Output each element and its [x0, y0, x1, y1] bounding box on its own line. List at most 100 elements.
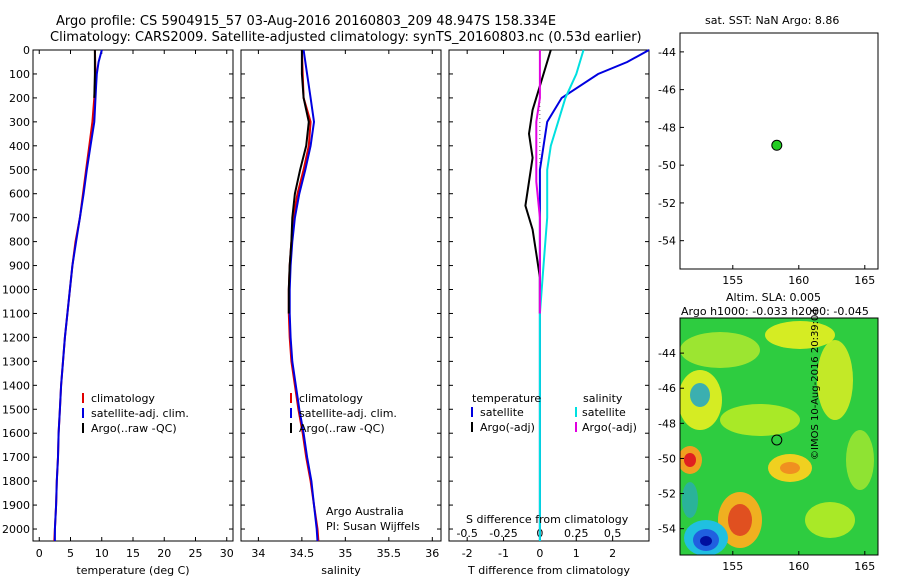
legend-label: climatology — [91, 392, 155, 405]
map-y-tick-label: -52 — [658, 197, 676, 210]
map-x-tick-label: 155 — [722, 560, 743, 573]
x-tick-label: 2 — [609, 547, 616, 560]
x-tick-label: 15 — [126, 547, 140, 560]
map-y-tick-label: -44 — [658, 347, 676, 360]
x-axis-label: temperature (deg C) — [76, 564, 189, 577]
y-tick-label: 1100 — [2, 307, 30, 320]
x-tick-label: -1 — [498, 547, 509, 560]
x-tick-label: 0 — [36, 547, 43, 560]
series-line — [53, 49, 103, 541]
map-y-tick-label: -54 — [658, 235, 676, 248]
y-tick-label: 1700 — [2, 451, 30, 464]
x-tick-label: 35 — [338, 547, 352, 560]
map-y-tick-label: -48 — [658, 121, 676, 134]
x-tick-label: 36 — [425, 547, 439, 560]
legend-header-salinity: salinity — [583, 392, 623, 405]
x-tick-label: 0 — [536, 547, 543, 560]
sla-map-title2: Argo h1000: -0.033 h2000: -0.045 — [681, 305, 869, 318]
y-tick-label: 400 — [9, 140, 30, 153]
plot-frame-sst-map — [679, 32, 879, 270]
x-axis-label: salinity — [321, 564, 361, 577]
legend-label: satellite-adj. clim. — [91, 407, 189, 420]
map-x-tick-label: 165 — [854, 560, 875, 573]
y-tick-label: 1400 — [2, 379, 30, 392]
x-tick-label: -2 — [462, 547, 473, 560]
x-tick-label-salinity: 0.5 — [604, 527, 622, 540]
sst-map-title: sat. SST: NaN Argo: 8.86 — [705, 14, 840, 27]
map-y-tick-label: -44 — [658, 46, 676, 59]
map-x-tick-label: 160 — [788, 560, 809, 573]
y-tick-label: 1900 — [2, 499, 30, 512]
y-tick-label: 1800 — [2, 475, 30, 488]
legend-label: Argo(..raw -QC) — [299, 422, 385, 435]
header-line1: Argo profile: CS 5904915_57 03-Aug-2016 … — [56, 14, 557, 29]
diff-xlabel2: S difference from climatology — [466, 513, 629, 526]
x-tick-label-salinity: -0.25 — [489, 527, 517, 540]
y-tick-label: 500 — [9, 164, 30, 177]
legend-label: Argo(..raw -QC) — [91, 422, 177, 435]
legend-label: Argo(-adj) — [582, 421, 637, 434]
x-tick-label: 1 — [573, 547, 580, 560]
x-tick-label: 35.5 — [377, 547, 402, 560]
legend-header-temperature: temperature — [472, 392, 541, 405]
y-tick-label: 900 — [9, 260, 30, 273]
x-tick-label: 25 — [189, 547, 203, 560]
map-x-tick-label: 160 — [788, 274, 809, 287]
credit-line2: PI: Susan Wijffels — [326, 520, 420, 533]
credit-line1: Argo Australia — [326, 505, 404, 518]
legend-label: satellite-adj. clim. — [299, 407, 397, 420]
series-line — [538, 49, 585, 541]
x-tick-label: 34 — [251, 547, 265, 560]
x-tick-label-salinity: -0.5 — [456, 527, 477, 540]
series-line — [53, 49, 97, 542]
map-y-tick-label: -50 — [658, 159, 676, 172]
plot-frame-temperature — [32, 49, 234, 542]
x-axis-label: T difference from climatology — [467, 564, 630, 577]
x-tick-label: 10 — [95, 547, 109, 560]
y-tick-label: 200 — [9, 92, 30, 105]
series-line — [524, 49, 552, 314]
map-y-tick-label: -46 — [658, 382, 676, 395]
y-tick-label: 800 — [9, 236, 30, 249]
plot-frame-difference — [448, 49, 650, 542]
y-tick-label: 1500 — [2, 403, 30, 416]
series-line — [538, 49, 650, 541]
argo-position-marker — [771, 434, 783, 446]
x-tick-label: 20 — [157, 547, 171, 560]
legend-label: satellite — [480, 406, 524, 419]
series-line — [287, 50, 310, 314]
series-line — [535, 50, 541, 314]
y-tick-label: 0 — [23, 44, 30, 57]
map-x-tick-label: 165 — [854, 274, 875, 287]
header-line2: Climatology: CARS2009. Satellite-adjuste… — [50, 30, 642, 45]
map-y-tick-label: -54 — [658, 523, 676, 536]
plot-frame-salinity — [240, 49, 442, 542]
series-line — [288, 49, 319, 542]
sla-heatmap — [680, 318, 878, 555]
x-tick-label: 5 — [67, 547, 74, 560]
y-tick-label: 600 — [9, 188, 30, 201]
map-x-tick-label: 155 — [722, 274, 743, 287]
map-y-tick-label: -46 — [658, 84, 676, 97]
sla-map-title1: Altim. SLA: 0.005 — [726, 291, 822, 304]
legend-label: satellite — [582, 406, 626, 419]
series-line — [93, 50, 96, 98]
y-tick-label: 1300 — [2, 355, 30, 368]
y-tick-label: 700 — [9, 212, 30, 225]
imos-watermark: ©IMOS 10-Aug-2016 20:39:04 — [810, 308, 821, 460]
y-tick-label: 1600 — [2, 427, 30, 440]
legend-label: Argo(-adj) — [480, 421, 535, 434]
map-y-tick-label: -50 — [658, 452, 676, 465]
legend-label: climatology — [299, 392, 363, 405]
map-y-tick-label: -48 — [658, 417, 676, 430]
y-tick-label: 1200 — [2, 331, 30, 344]
map-y-tick-label: -52 — [658, 488, 676, 501]
y-tick-label: 300 — [9, 116, 30, 129]
argo-position-marker — [771, 139, 783, 151]
y-tick-label: 100 — [9, 68, 30, 81]
x-tick-label: 30 — [220, 547, 234, 560]
y-tick-label: 2000 — [2, 523, 30, 536]
y-tick-label: 1000 — [2, 284, 30, 297]
plot-frame-sla-map — [679, 317, 879, 556]
